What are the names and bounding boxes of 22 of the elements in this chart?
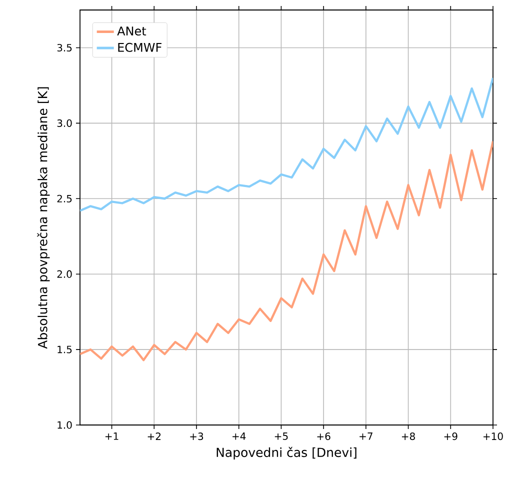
- x-tick-label: +4: [232, 432, 246, 440]
- x-tick-label: +8: [402, 432, 415, 440]
- legend-label: ECMWF: [118, 42, 162, 52]
- y-tick-label: 3.5: [57, 44, 72, 52]
- x-tick-label: +10: [484, 432, 503, 440]
- x-tick-label: +3: [190, 432, 204, 440]
- x-tick-label: +9: [444, 432, 458, 440]
- y-tick-label: 1.5: [58, 346, 72, 354]
- x-tick-label: +7: [360, 432, 372, 440]
- legend-label: ANet: [117, 26, 146, 36]
- x-tick-label: +5: [274, 432, 288, 440]
- y-tick-label: 3.0: [57, 119, 72, 127]
- line-series: [80, 140, 493, 362]
- y-tick-label: 1.0: [58, 421, 72, 429]
- y-axis-title: Absolutna povprečna napaka mediane [K]: [37, 87, 50, 349]
- x-tick-label: +6: [317, 432, 330, 440]
- x-axis-title: Napovedni čas [Dnevi]: [216, 446, 356, 460]
- x-tick-label: +1: [105, 432, 118, 440]
- y-tick-label: 2.0: [57, 270, 72, 278]
- x-tick-label: +2: [148, 432, 160, 440]
- y-tick-label: 2.5: [57, 194, 72, 202]
- line-series: [80, 76, 493, 212]
